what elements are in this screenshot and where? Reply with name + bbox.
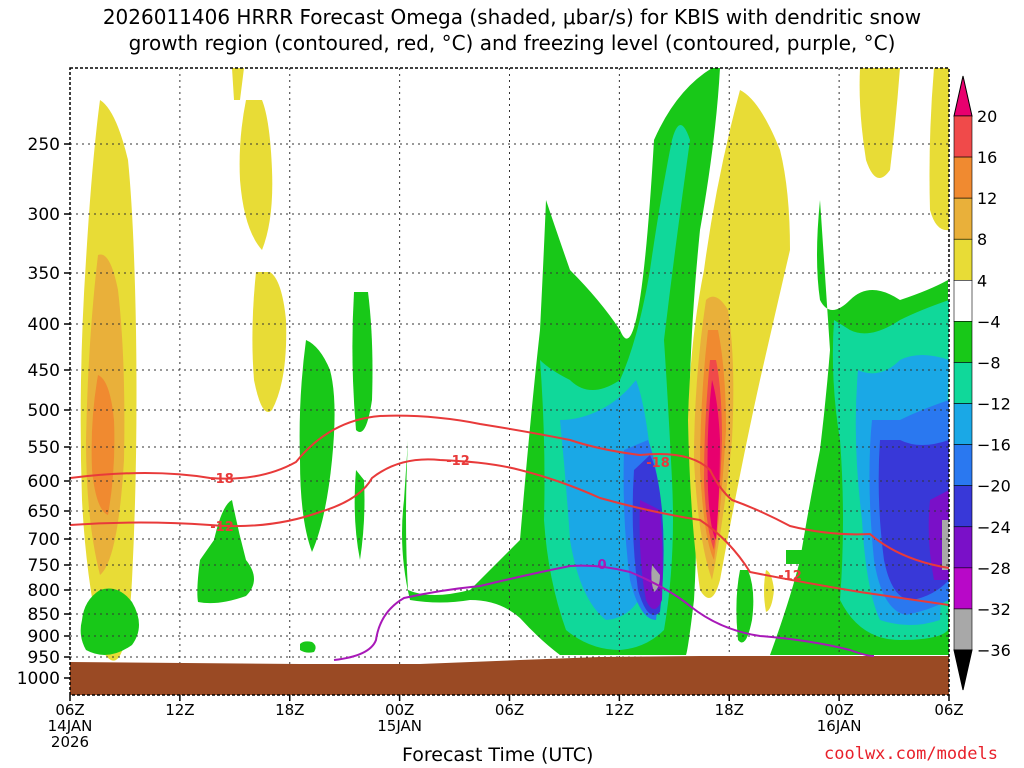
x-tick-label: 16JAN [817,717,862,735]
x-tick-label: 15JAN [377,717,422,735]
colorbar-tick-label: 12 [977,189,997,208]
colorbar-tick-label: 4 [977,271,987,290]
colorbar-segment [953,526,973,569]
contour-line-minus18 [70,414,949,569]
credit-text: coolwx.com/models [824,744,998,764]
y-tick-label: 650 [28,502,60,522]
colorbar-tick-label: −32 [977,600,1011,619]
omega-region-yellow-mid [252,272,287,412]
colorbar-segment [953,115,973,158]
omega-region-yellow-top1 [232,68,244,100]
chart-title-line2: growth region (contoured, red, °C) and f… [128,31,896,55]
omega-region-green-col3 [354,470,365,560]
colorbar: 20 16 12 8 4 −4 −8 −12 −16 −20 −24 −28 −32 −36 [953,75,1011,691]
colorbar-segment [953,280,973,322]
y-tick-label: 350 [28,264,60,284]
terrain-ground [70,656,949,695]
x-tick-label: 06Z [55,701,84,719]
omega-region-green-dot [300,641,316,653]
x-tick-label: 18Z [715,701,744,719]
omega-region-yellow-topright [859,68,900,178]
colorbar-tick-label: −36 [977,641,1011,660]
x-axis-label: Forecast Time (UTC) [402,744,594,766]
colorbar-top-arrow [953,75,973,117]
colorbar-segment [953,197,973,240]
omega-region-green-ll [80,588,139,655]
y-tick-label: 300 [28,205,60,225]
colorbar-segment [953,321,973,363]
colorbar-tick-label: −4 [977,312,1001,331]
contour-label: -12 [446,454,470,469]
omega-region-darkorange-left [91,375,115,515]
omega-region-yellow-small [764,570,774,612]
y-tick-label: 800 [28,581,60,601]
x-tick-label: 06Z [495,701,524,719]
omega-region-green-l2 [197,500,254,604]
colorbar-segment [953,362,973,404]
colorbar-tick-label: −28 [977,559,1011,578]
y-tick-label: 1000 [17,669,60,689]
colorbar-bottom-arrow [953,649,973,691]
omega-region-green-square [786,550,802,564]
y-tick-label: 900 [28,627,60,647]
y-tick-label: 250 [28,135,60,155]
omega-shading [80,68,949,661]
colorbar-segment [953,238,973,281]
colorbar-tick-label: 20 [977,107,997,126]
x-tick-label: 06Z [934,701,963,719]
colorbar-tick-label: −20 [977,477,1011,496]
colorbar-tick-label: 16 [977,148,997,167]
y-tick-label: 500 [28,401,60,421]
contour-label: -12 [210,520,234,535]
x-tick-label: 2026 [51,733,89,751]
x-tick-label: 00Z [824,701,853,719]
colorbar-tick-label: −12 [977,395,1011,414]
contour-label: -18 [210,472,234,487]
y-tick-label: 450 [28,361,60,381]
contour-line-freezing [333,564,875,661]
chart-title: 2026011406 HRRR Forecast Omega (shaded, … [0,4,1024,56]
chart-title-line1: 2026011406 HRRR Forecast Omega (shaded, … [102,5,922,29]
colorbar-segment [953,444,973,486]
colorbar-tick-label: −24 [977,518,1011,537]
y-tick-label: 400 [28,315,60,335]
colorbar-segment [953,485,973,528]
colorbar-segment [953,403,973,445]
omega-region-yellow-top2 [239,100,273,250]
grid-lines [70,68,949,695]
y-tick-label: 550 [28,438,60,458]
omega-region-magenta-right [707,380,720,540]
x-tick-label: 14JAN [48,717,93,735]
x-tick-label: 18Z [275,701,304,719]
y-tick-label: 850 [28,605,60,625]
y-tick-label: 600 [28,472,60,492]
contour-label: 0 [597,558,606,573]
omega-region-green-col1 [299,340,335,552]
omega-region-yellow-edge [929,68,949,231]
contour-line-minus12 [70,458,949,606]
omega-region-green-col2 [352,292,373,432]
x-tick-label: 12Z [165,701,194,719]
colorbar-tick-label: −8 [977,353,1001,372]
y-tick-label: 700 [28,530,60,550]
colorbar-segment [953,608,973,651]
colorbar-tick-label: 8 [977,230,987,249]
y-tick-label: 750 [28,556,60,576]
colorbar-segment [953,567,973,610]
x-tick-label: 00Z [385,701,414,719]
contour-label: -12 [778,569,802,584]
colorbar-segment [953,156,973,199]
colorbar-tick-label: −16 [977,436,1011,455]
omega-region-green-small [736,570,754,643]
contour-label: -18 [646,456,670,471]
omega-region-gray-right [942,520,949,570]
x-tick-label: 12Z [605,701,634,719]
y-tick-label: 950 [28,648,60,668]
